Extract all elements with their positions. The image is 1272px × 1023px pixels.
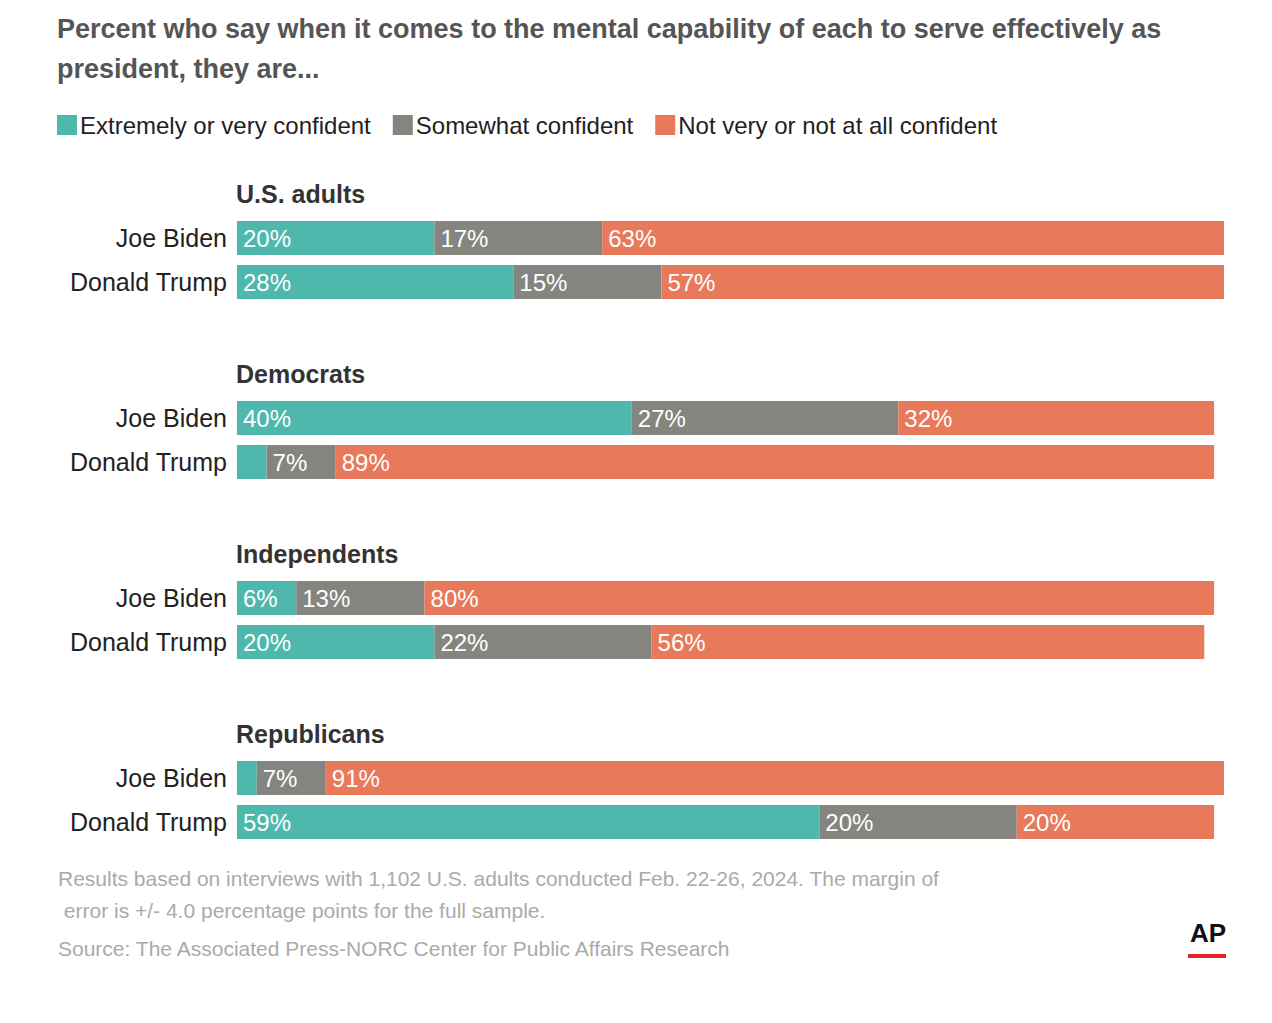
svg-text:error is +/- 4.0 percentage po: error is +/- 4.0 percentage points for t… [58, 899, 545, 922]
svg-text:AP: AP [1190, 918, 1226, 948]
svg-text:Somewhat confident: Somewhat confident [416, 112, 634, 139]
svg-text:Donald Trump: Donald Trump [70, 268, 227, 296]
svg-text:Democrats: Democrats [236, 360, 365, 388]
svg-text:32%: 32% [904, 405, 952, 432]
svg-text:Donald Trump: Donald Trump [70, 808, 227, 836]
svg-text:89%: 89% [342, 449, 390, 476]
svg-text:80%: 80% [431, 585, 479, 612]
svg-text:Donald Trump: Donald Trump [70, 628, 227, 656]
svg-text:20%: 20% [243, 225, 291, 252]
svg-text:Source: The Associated Press-N: Source: The Associated Press-NORC Center… [58, 937, 730, 960]
svg-text:20%: 20% [243, 629, 291, 656]
svg-text:13%: 13% [302, 585, 350, 612]
svg-text:Extremely or very confident: Extremely or very confident [80, 112, 371, 139]
svg-text:Joe Biden: Joe Biden [116, 584, 227, 612]
svg-text:Donald Trump: Donald Trump [70, 448, 227, 476]
svg-text:20%: 20% [1023, 809, 1071, 836]
svg-text:Independents: Independents [236, 540, 399, 568]
svg-text:17%: 17% [440, 225, 488, 252]
svg-text:U.S. adults: U.S. adults [236, 180, 365, 208]
svg-text:28%: 28% [243, 269, 291, 296]
svg-text:7%: 7% [263, 765, 298, 792]
svg-text:Joe Biden: Joe Biden [116, 764, 227, 792]
svg-text:Not very or not at all confide: Not very or not at all confident [678, 112, 997, 139]
svg-text:Percent who say when it comes: Percent who say when it comes to the men… [57, 14, 1169, 44]
svg-text:7%: 7% [273, 449, 308, 476]
svg-text:6%: 6% [243, 585, 278, 612]
svg-text:57%: 57% [667, 269, 715, 296]
svg-text:63%: 63% [608, 225, 656, 252]
svg-text:27%: 27% [638, 405, 686, 432]
svg-text:40%: 40% [243, 405, 291, 432]
svg-text:59%: 59% [243, 809, 291, 836]
svg-text:Republicans: Republicans [236, 720, 385, 748]
svg-text:15%: 15% [519, 269, 567, 296]
svg-text:20%: 20% [825, 809, 873, 836]
svg-text:91%: 91% [332, 765, 380, 792]
svg-text:56%: 56% [658, 629, 706, 656]
svg-text:22%: 22% [440, 629, 488, 656]
svg-text:president, they are...: president, they are... [57, 54, 320, 84]
svg-text:Results based on interviews wi: Results based on interviews with 1,102 U… [58, 867, 939, 890]
svg-text:Joe Biden: Joe Biden [116, 404, 227, 432]
svg-text:Joe Biden: Joe Biden [116, 224, 227, 252]
